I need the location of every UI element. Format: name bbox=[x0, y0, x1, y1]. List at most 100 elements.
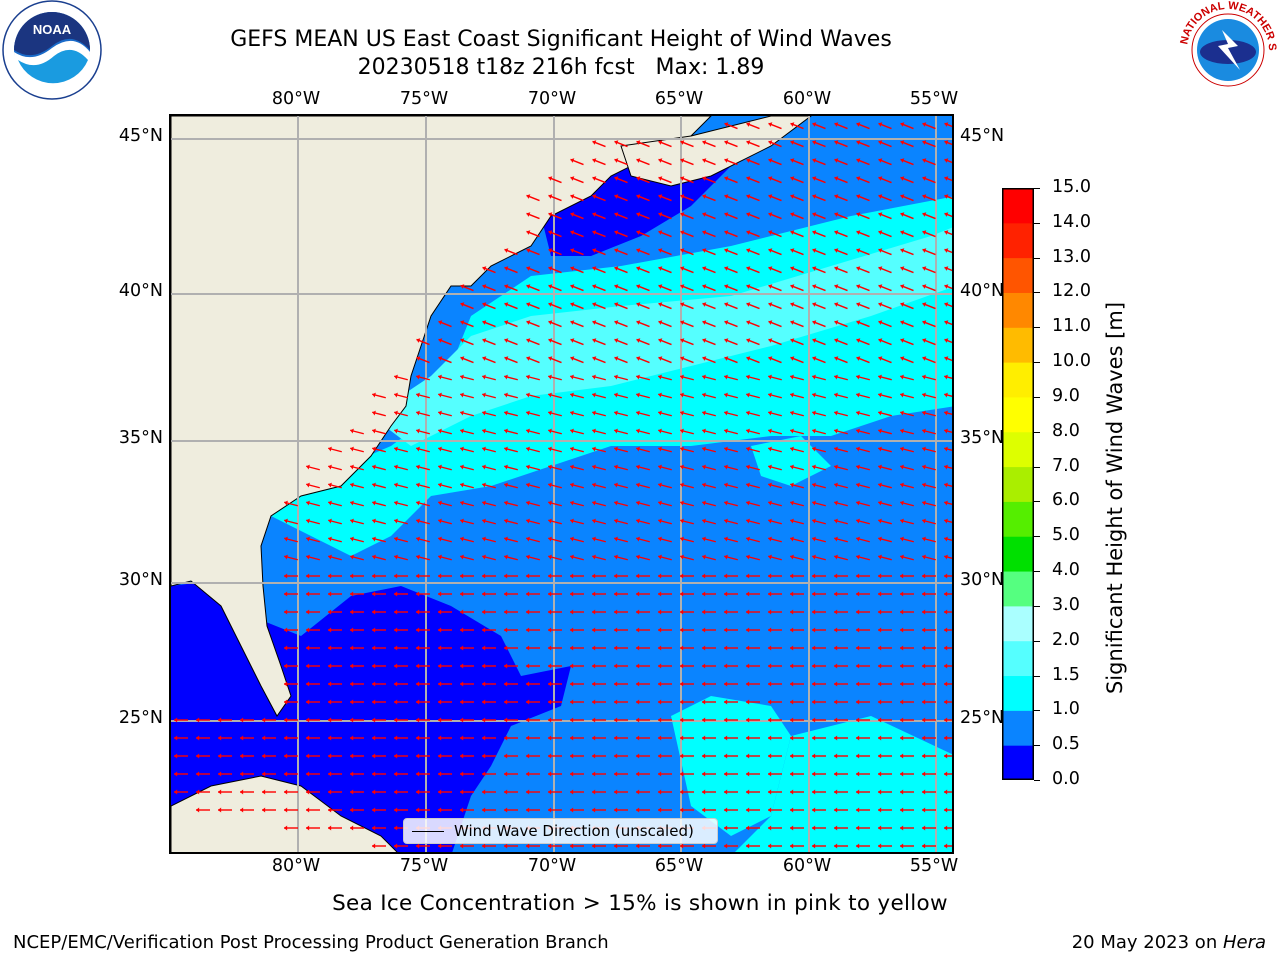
wave-arrow-head bbox=[328, 699, 332, 705]
wave-arrow-head bbox=[416, 518, 420, 524]
wave-arrow-head bbox=[724, 609, 728, 615]
wave-arrow-head bbox=[922, 122, 927, 127]
wave-arrow-head bbox=[922, 410, 926, 416]
wave-arrow-head bbox=[570, 176, 575, 181]
wave-arrow-head bbox=[878, 230, 883, 235]
wave-arrow-head bbox=[614, 627, 618, 633]
wave-arrow-head bbox=[636, 771, 640, 777]
colorbar-tick-label: 4.0 bbox=[1052, 560, 1080, 581]
wave-arrow-head bbox=[856, 771, 860, 777]
wave-arrow-head bbox=[570, 302, 575, 307]
wave-arrow-head bbox=[548, 518, 552, 524]
wave-arrow-head bbox=[922, 807, 926, 813]
wave-arrow-head bbox=[746, 591, 750, 597]
wave-arrow-head bbox=[922, 500, 926, 506]
wave-arrow-head bbox=[306, 573, 310, 579]
colorbar-segment bbox=[1002, 605, 1034, 642]
wave-arrow-head bbox=[372, 500, 376, 506]
wave-arrow-head bbox=[768, 158, 773, 163]
colorbar-segment bbox=[1002, 571, 1034, 607]
wave-arrow-head bbox=[900, 194, 905, 199]
wave-arrow-head bbox=[504, 374, 508, 380]
wave-arrow-head bbox=[724, 428, 728, 434]
wave-arrow-head bbox=[460, 536, 464, 542]
wave-arrow-head bbox=[592, 807, 596, 813]
wave-arrow-head bbox=[592, 176, 597, 181]
wave-arrow-head bbox=[614, 663, 618, 669]
wave-arrow-head bbox=[944, 284, 949, 289]
lat-label-left-2: 40°N bbox=[118, 281, 163, 301]
wave-arrow-head bbox=[702, 717, 706, 723]
wave-arrow-head bbox=[416, 663, 420, 669]
wave-arrow-head bbox=[306, 753, 310, 759]
wave-arrow-head bbox=[856, 464, 860, 470]
wave-arrow-head bbox=[790, 518, 794, 524]
wave-arrow-head bbox=[218, 717, 222, 723]
wave-arrow-head bbox=[460, 356, 465, 361]
wave-arrow-head bbox=[768, 753, 772, 759]
wave-arrow-head bbox=[768, 230, 773, 235]
wave-arrow-head bbox=[812, 122, 817, 127]
wave-arrow-head bbox=[394, 699, 398, 705]
wave-arrow-head bbox=[394, 609, 398, 615]
wave-arrow-head bbox=[526, 789, 530, 795]
wave-arrow-head bbox=[526, 735, 530, 741]
wave-arrow-head bbox=[306, 771, 310, 777]
wave-arrow-head bbox=[306, 464, 310, 470]
wave-arrow-head bbox=[746, 717, 750, 723]
wave-arrow-head bbox=[394, 789, 398, 795]
wave-arrow-head bbox=[680, 446, 684, 452]
wave-arrow-head bbox=[592, 140, 597, 145]
wave-arrow-head bbox=[746, 843, 750, 849]
wave-arrow-head bbox=[812, 609, 816, 615]
wave-arrow-head bbox=[878, 753, 882, 759]
wave-arrow-head bbox=[306, 627, 310, 633]
wave-arrow-head bbox=[592, 699, 596, 705]
wave-arrow-head bbox=[636, 554, 640, 560]
wave-arrow-head bbox=[570, 374, 574, 380]
wave-arrow-head bbox=[680, 212, 685, 217]
wave-arrow-head bbox=[504, 446, 508, 452]
wave-arrow-head bbox=[482, 302, 487, 307]
wave-arrow-head bbox=[416, 500, 420, 506]
wave-arrow-head bbox=[306, 518, 310, 524]
wave-arrow-head bbox=[878, 284, 883, 289]
wave-arrow-head bbox=[460, 717, 464, 723]
wave-arrow-head bbox=[768, 645, 772, 651]
wave-arrow-head bbox=[768, 428, 772, 434]
wave-arrow-head bbox=[900, 554, 904, 560]
wave-arrow-head bbox=[746, 825, 750, 831]
wave-arrow-head bbox=[834, 230, 839, 235]
colorbar-segment bbox=[1002, 257, 1034, 293]
wave-arrow-head bbox=[504, 645, 508, 651]
wave-arrow-head bbox=[878, 266, 883, 271]
wave-arrow-head bbox=[526, 663, 530, 669]
lat-label-right-5: 25°N bbox=[960, 708, 1005, 728]
wave-arrow-head bbox=[504, 248, 509, 253]
wave-arrow-head bbox=[856, 573, 860, 579]
wave-arrow-head bbox=[944, 591, 948, 597]
wave-arrow-head bbox=[746, 627, 750, 633]
wave-arrow-head bbox=[548, 789, 552, 795]
colorbar-segment bbox=[1002, 362, 1034, 398]
wave-arrow-head bbox=[438, 663, 442, 669]
wave-arrow-head bbox=[482, 609, 486, 615]
wave-arrow-head bbox=[306, 536, 310, 542]
wave-arrow-head bbox=[900, 230, 905, 235]
wave-arrow-head bbox=[372, 843, 376, 849]
wave-arrow-head bbox=[240, 807, 244, 813]
high-wave-band bbox=[371, 227, 952, 446]
wave-arrow-head bbox=[680, 356, 685, 361]
wave-arrow-head bbox=[834, 500, 838, 506]
wave-arrow-head bbox=[878, 645, 882, 651]
wave-arrow-head bbox=[922, 536, 926, 542]
colorbar-tick-mark bbox=[1034, 710, 1040, 712]
wave-arrow-head bbox=[944, 266, 949, 271]
wave-arrow-head bbox=[768, 573, 772, 579]
wave-arrow-head bbox=[482, 446, 486, 452]
wave-arrow-head bbox=[658, 176, 663, 181]
wave-arrow-head bbox=[768, 825, 772, 831]
wave-arrow-head bbox=[856, 410, 860, 416]
wave-arrow-head bbox=[922, 663, 926, 669]
wave-arrow-head bbox=[460, 699, 464, 705]
